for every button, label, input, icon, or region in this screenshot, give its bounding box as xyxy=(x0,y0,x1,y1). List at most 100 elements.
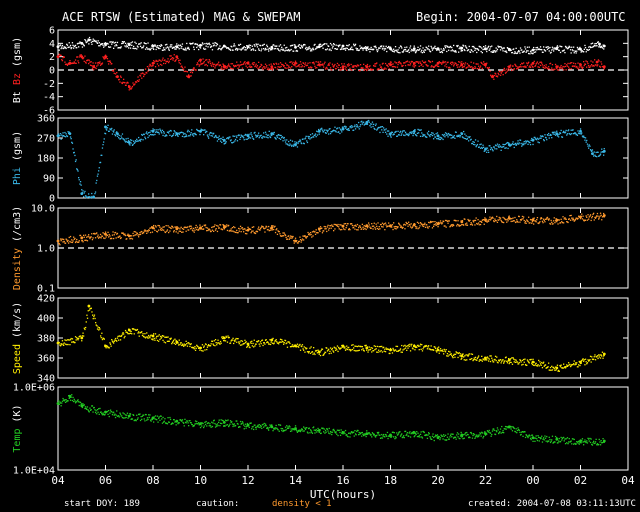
data-point-bt xyxy=(97,40,99,42)
data-point-bt xyxy=(376,50,379,53)
data-point-density xyxy=(424,222,426,224)
data-point-density xyxy=(333,223,335,226)
data-point-bz xyxy=(424,62,426,64)
data-point-phi xyxy=(203,129,205,131)
data-point-bt xyxy=(102,44,104,46)
data-point-speed xyxy=(596,356,598,358)
data-point-temp xyxy=(167,417,169,419)
data-point-bt xyxy=(222,46,224,48)
data-point-density xyxy=(292,235,294,238)
data-point-bz xyxy=(566,65,569,67)
data-point-speed xyxy=(133,328,135,330)
data-point-bt xyxy=(258,48,260,50)
data-point-speed xyxy=(151,338,154,340)
data-point-phi xyxy=(549,134,551,137)
data-point-speed xyxy=(409,343,411,345)
data-point-speed xyxy=(523,361,525,363)
data-point-bt xyxy=(346,47,349,50)
data-point-bz xyxy=(190,75,192,77)
data-point-phi xyxy=(444,132,447,134)
data-point-bt xyxy=(239,43,242,45)
data-point-speed xyxy=(158,334,160,336)
data-point-speed xyxy=(78,337,80,340)
data-point-phi xyxy=(108,130,110,132)
data-point-density xyxy=(88,236,90,238)
data-point-bt xyxy=(112,41,114,43)
data-point-speed xyxy=(203,346,205,348)
data-point-temp xyxy=(121,417,124,419)
data-point-bz xyxy=(534,65,536,67)
data-point-speed xyxy=(296,346,298,348)
data-point-phi xyxy=(421,135,424,137)
data-point-speed xyxy=(546,366,549,369)
data-point-bt xyxy=(302,45,304,47)
data-point-density xyxy=(526,220,529,222)
data-point-bz xyxy=(340,69,342,71)
data-point-density xyxy=(124,234,127,237)
data-point-density xyxy=(180,226,182,228)
data-point-bz xyxy=(80,54,82,56)
data-point-temp xyxy=(213,419,215,421)
data-point-bz xyxy=(578,66,580,68)
data-point-density xyxy=(291,235,293,238)
data-point-density xyxy=(403,223,405,225)
data-point-speed xyxy=(186,345,189,347)
data-point-speed xyxy=(396,350,398,352)
data-point-density xyxy=(376,225,378,227)
data-point-bz xyxy=(82,58,84,60)
data-point-bt xyxy=(494,51,497,53)
data-point-bt xyxy=(181,43,184,45)
data-point-density xyxy=(541,217,543,220)
data-point-phi xyxy=(85,195,87,197)
data-point-bt xyxy=(115,44,117,46)
data-point-speed xyxy=(86,314,88,316)
data-point-temp xyxy=(144,420,146,422)
data-point-density xyxy=(134,234,136,236)
data-point-bz xyxy=(508,69,510,71)
data-point-density xyxy=(76,238,78,241)
data-point-bz xyxy=(384,62,387,65)
data-point-phi xyxy=(294,141,296,143)
data-point-speed xyxy=(286,346,289,348)
data-point-speed xyxy=(464,355,466,357)
data-point-speed xyxy=(600,354,602,356)
data-point-temp xyxy=(169,418,172,421)
data-point-bz xyxy=(259,65,262,68)
data-point-bz xyxy=(364,65,367,67)
data-point-phi xyxy=(251,136,253,138)
data-point-bz xyxy=(418,65,420,67)
data-point-bz xyxy=(104,58,106,60)
data-point-speed xyxy=(65,339,67,342)
data-point-density xyxy=(98,236,100,238)
data-point-speed xyxy=(501,360,503,362)
data-point-bt xyxy=(569,46,571,48)
data-point-bz xyxy=(108,63,110,65)
data-point-bt xyxy=(488,49,490,51)
data-point-density xyxy=(126,234,129,236)
data-point-bz xyxy=(570,68,572,70)
data-point-bt xyxy=(260,50,262,52)
data-point-bt xyxy=(69,44,72,47)
data-point-phi xyxy=(159,129,162,132)
data-point-density xyxy=(359,226,362,228)
data-point-density xyxy=(149,227,151,229)
data-point-bz xyxy=(119,81,121,83)
data-point-bz xyxy=(527,62,529,65)
data-point-bt xyxy=(134,47,137,50)
data-point-bt xyxy=(448,49,450,51)
data-point-speed xyxy=(122,332,124,334)
data-point-phi xyxy=(346,128,348,131)
data-point-temp xyxy=(92,411,94,413)
data-point-bt xyxy=(601,46,603,48)
data-point-bz xyxy=(218,61,220,63)
data-point-bt xyxy=(447,46,449,48)
data-point-phi xyxy=(94,191,97,193)
data-point-bt xyxy=(534,49,536,51)
data-point-bt xyxy=(86,41,88,43)
data-point-bz xyxy=(173,54,175,56)
data-point-bz xyxy=(143,74,145,76)
data-point-bz xyxy=(78,62,80,64)
data-point-density xyxy=(319,226,322,228)
data-point-bt xyxy=(301,47,304,49)
data-point-phi xyxy=(318,128,320,131)
